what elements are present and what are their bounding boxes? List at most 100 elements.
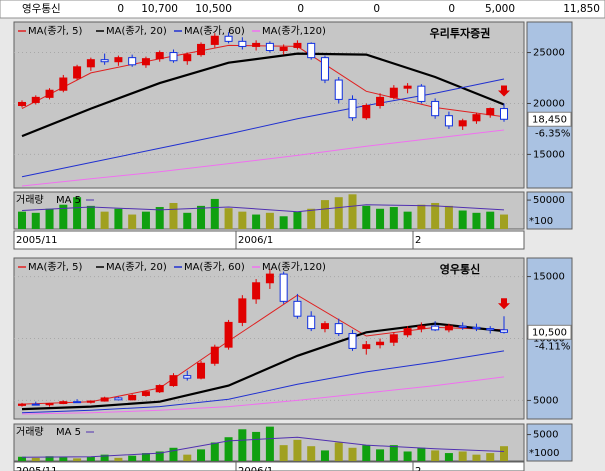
legend: MA(종가, 5) MA(종가, 20) MA(종가, 60) MA(종가,120): [18, 261, 326, 273]
volume-bar: [128, 455, 137, 461]
date-label: 2005/11: [16, 235, 58, 246]
legend: MA(종가, 5) MA(종가, 20) MA(종가, 60) MA(종가,120): [18, 25, 326, 37]
volume-bar: [458, 451, 467, 461]
volume-bar: [59, 457, 68, 461]
candle-body: [18, 101, 26, 107]
signal-arrow: [498, 298, 510, 310]
volume-bar: [238, 429, 247, 461]
candle-body: [141, 58, 150, 66]
volume-bar: [18, 211, 26, 229]
candle-body: [376, 96, 385, 107]
legend-label: MA(종가,120): [262, 25, 326, 37]
volume-bar: [293, 439, 302, 461]
volume-bar: [458, 210, 467, 229]
stock-name: 영우통신: [22, 3, 61, 15]
volume-bar: [348, 194, 357, 229]
volume-bar: [210, 198, 219, 229]
candle-body: [431, 325, 440, 331]
y-tick-label: 25000: [533, 48, 565, 59]
candle-body: [431, 100, 440, 117]
price-axis-panel: [526, 21, 573, 189]
candle-body: [155, 52, 164, 60]
ma-line: [21, 129, 505, 187]
volume-bar: [18, 456, 26, 461]
candle-body: [252, 282, 261, 300]
volume-bar: [376, 208, 385, 229]
volume-bar: [224, 437, 233, 461]
volume-bar: [197, 205, 206, 229]
volume-bar: [45, 456, 54, 461]
candle-body: [169, 375, 178, 387]
candle-body: [18, 403, 26, 406]
candle-body: [334, 79, 343, 100]
y-tick-label: 15000: [533, 272, 565, 283]
quote-cell: 0: [117, 3, 124, 15]
volume-bar: [348, 447, 357, 461]
volume-bar: [334, 442, 343, 461]
volume-bar: [265, 426, 274, 461]
y-tick-label: 5000: [533, 395, 558, 406]
legend-label: MA(종가, 5): [28, 25, 82, 37]
volume-bar: [252, 431, 261, 461]
candle-body: [197, 362, 206, 379]
date-label: 2: [415, 466, 421, 471]
candle-body: [169, 52, 178, 62]
volume-bar: [279, 216, 288, 229]
candle-body: [73, 66, 82, 79]
volume-ma-line: [21, 436, 505, 458]
legend-label: MA(종가, 20): [106, 261, 167, 273]
volume-bar: [73, 458, 82, 461]
candle-body: [320, 323, 329, 330]
candle-body: [403, 85, 412, 89]
candle-body: [293, 300, 302, 317]
signal-arrow: [498, 85, 510, 97]
quote-cell: 0: [373, 3, 380, 15]
quote-row-cells: 영우통신 0 10,700 10,500 0 0 0 5,000 11,850: [22, 3, 600, 15]
candle-body: [252, 42, 261, 47]
volume-bar: [183, 212, 192, 229]
candle-body: [128, 57, 137, 66]
volume-bar: [444, 453, 453, 461]
volume-bar: [500, 446, 508, 461]
volume-bar: [141, 211, 150, 229]
price-tag: [527, 324, 572, 340]
price-tag-label: 10,500: [532, 327, 567, 338]
volume-bar: [417, 447, 426, 461]
ma-line: [21, 44, 505, 118]
volume-bar: [169, 202, 178, 229]
ma-line: [21, 350, 505, 414]
candle-body: [45, 403, 54, 406]
quote-cell: 5,000: [485, 3, 515, 15]
volume-bar: [389, 445, 398, 461]
candle-body: [417, 325, 426, 330]
candle-body: [265, 273, 274, 284]
volume-bar: [183, 454, 192, 461]
ma-line: [21, 52, 505, 138]
candle-body: [128, 394, 137, 401]
candle-body: [210, 35, 219, 45]
candle-body: [265, 42, 274, 52]
candle-body: [31, 96, 40, 103]
volume-bar: [141, 453, 150, 461]
volume-bar: [376, 449, 385, 461]
candle-body: [238, 40, 247, 47]
volume-bar: [362, 205, 371, 229]
volume-bar: [486, 211, 495, 229]
candle-body: [376, 341, 385, 346]
candle-body: [293, 42, 302, 48]
volume-bar: [389, 207, 398, 229]
ma-line: [21, 322, 505, 411]
candle-body: [86, 59, 95, 68]
volume-bar: [114, 208, 123, 229]
volume-bar: [279, 445, 288, 461]
candle-body: [141, 391, 150, 396]
date-label: 2005/11: [16, 466, 58, 471]
ma-line: [21, 376, 505, 415]
volume-bar: [307, 208, 316, 229]
quote-cell: 11,850: [563, 3, 600, 15]
candle-body: [362, 105, 371, 119]
candle-body: [403, 328, 412, 336]
volume-unit: *100: [529, 216, 553, 227]
candle-body: [362, 344, 371, 349]
candle-body: [238, 298, 247, 323]
